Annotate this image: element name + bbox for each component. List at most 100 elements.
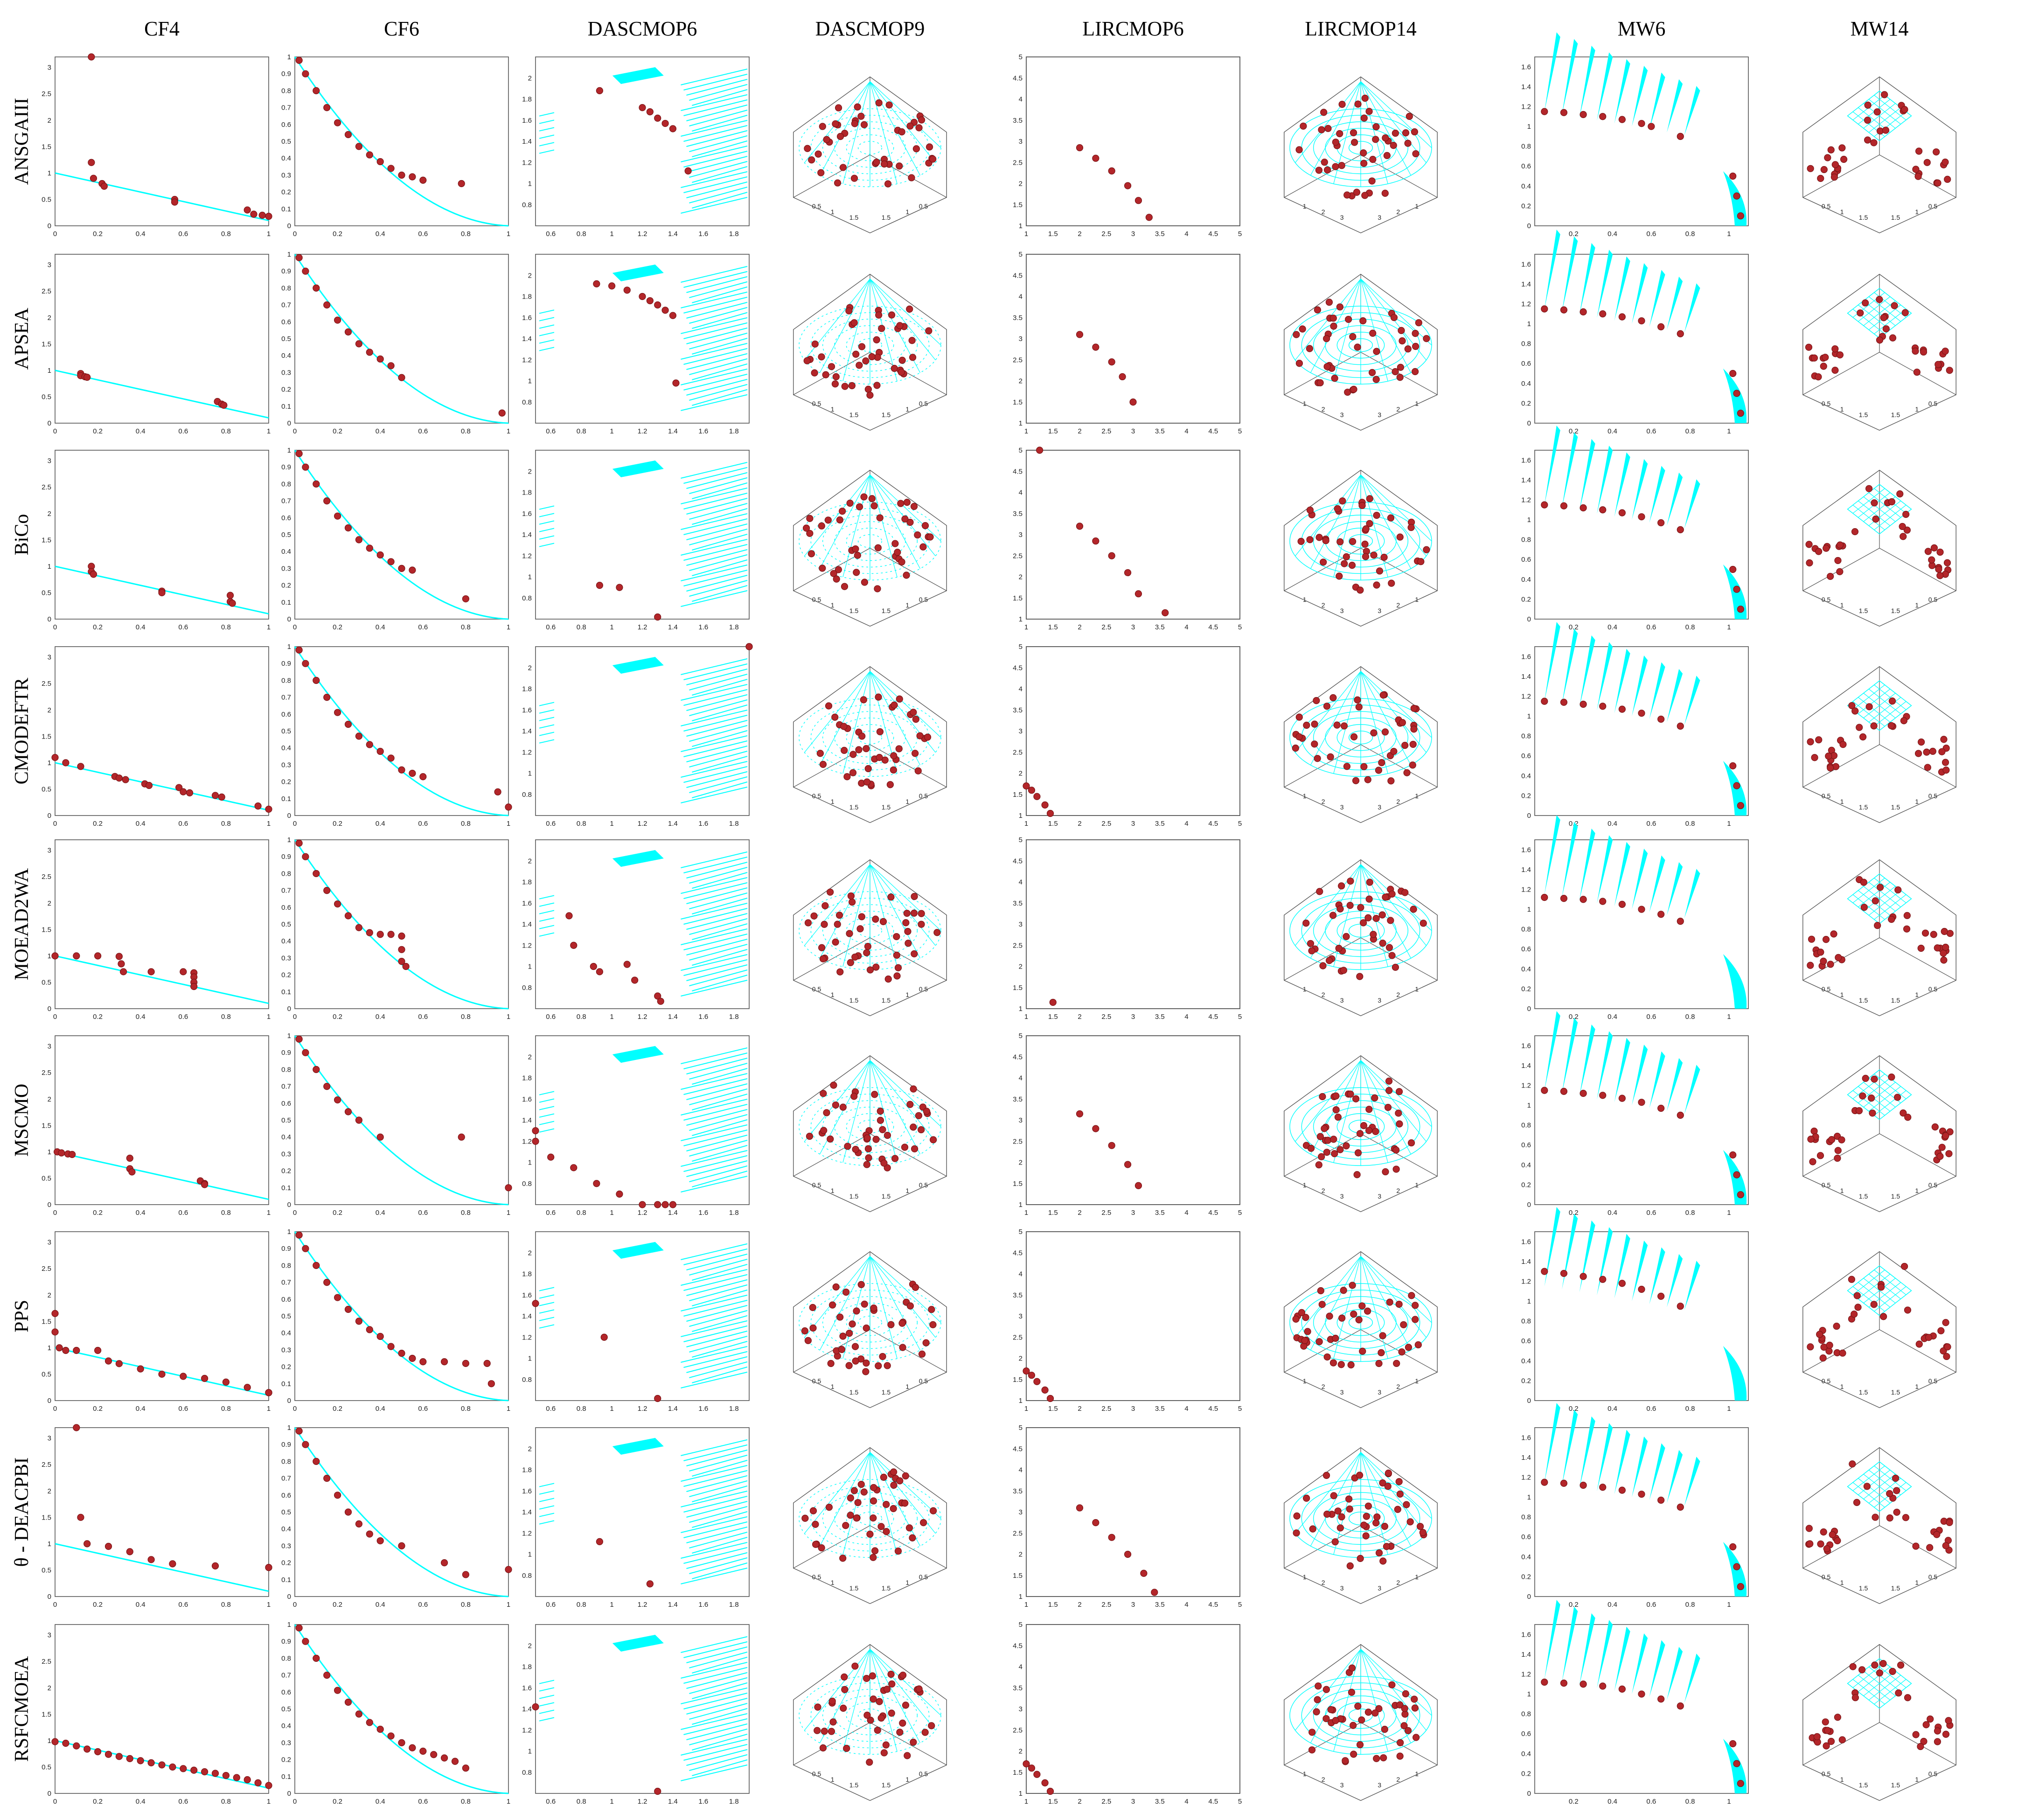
data-point xyxy=(73,1424,80,1431)
y-tick-label: 1 xyxy=(528,770,532,778)
front-mesh xyxy=(1874,1286,1907,1312)
front-mesh xyxy=(1360,474,1427,557)
row-title: MOEAD2WA xyxy=(11,868,33,980)
feasible-patch xyxy=(612,460,664,477)
data-point xyxy=(836,968,844,976)
data-point xyxy=(233,1774,240,1781)
front-mesh xyxy=(1874,894,1907,920)
data-point xyxy=(1817,174,1824,182)
y-tick-label: 1.4 xyxy=(522,1312,532,1320)
data-point xyxy=(1295,713,1303,721)
panel-mw6-2: 0.2 0.4 0.6 0.8 100.20.40.60.811.21.41.6 xyxy=(1521,425,1749,631)
y-tick-label: 0.7 xyxy=(281,1475,291,1483)
feasible-fan xyxy=(1649,270,1665,327)
data-point xyxy=(654,992,661,1000)
x-tick-label: 0.8 xyxy=(461,1601,471,1609)
x-tick-label: 0.6 xyxy=(178,1601,188,1609)
feasible-fan xyxy=(1562,628,1578,704)
axis-tick-label: 1 xyxy=(1415,985,1419,993)
data-point xyxy=(1889,334,1897,342)
feasible-segment xyxy=(689,1361,748,1378)
data-point xyxy=(1092,1125,1099,1132)
data-point xyxy=(866,966,874,974)
data-point xyxy=(1145,214,1153,221)
axis-tick-label: 1 xyxy=(1915,1579,1919,1586)
data-point xyxy=(1360,1122,1368,1130)
data-point xyxy=(1945,1150,1953,1158)
feasible-fan xyxy=(1562,39,1578,115)
y-tick-label: 0.4 xyxy=(281,548,291,556)
y-tick-label: 0.4 xyxy=(1521,772,1531,780)
panel-cf4-5: 0 0.2 0.4 0.6 0.8 100.511.522.53 xyxy=(42,1035,271,1217)
plot-frame xyxy=(1026,1035,1240,1205)
front-mesh xyxy=(1847,1658,1912,1709)
data-point xyxy=(1733,782,1740,789)
y-tick-label: 1 xyxy=(1019,1790,1023,1798)
data-point xyxy=(894,1547,902,1555)
x-tick-label: 1.5 xyxy=(1048,1013,1058,1021)
data-point xyxy=(1737,802,1744,809)
feasible-segment xyxy=(686,1475,748,1492)
data-point xyxy=(1805,541,1813,548)
row-title: ANSGAIII xyxy=(11,98,33,185)
plot-frame xyxy=(1026,1624,1240,1794)
data-point xyxy=(804,145,811,152)
data-point xyxy=(201,1768,209,1776)
y-tick-label: 0.2 xyxy=(1521,595,1531,603)
data-point xyxy=(1293,331,1300,338)
data-point xyxy=(1383,152,1391,159)
y-tick-label: 1.2 xyxy=(522,941,532,949)
x-tick-label: 1.6 xyxy=(698,1798,708,1806)
data-point xyxy=(419,1747,427,1755)
x-tick-label: 1.4 xyxy=(668,1405,678,1413)
data-point xyxy=(820,1090,827,1097)
x-tick-label: 0 xyxy=(293,1601,297,1609)
data-point xyxy=(1648,123,1655,130)
data-point xyxy=(1384,1104,1392,1111)
data-point xyxy=(1828,1136,1836,1144)
feasible-segment xyxy=(539,513,555,517)
axis-tick-label: 0.5 xyxy=(1928,792,1938,800)
y-tick-label: 0.8 xyxy=(281,480,291,488)
feasible-segment xyxy=(683,1300,748,1317)
data-point xyxy=(849,898,856,906)
data-point xyxy=(1677,722,1684,730)
data-point xyxy=(334,1687,341,1694)
data-point xyxy=(654,114,661,122)
x-tick-label: 1 xyxy=(610,1013,613,1021)
x-tick-label: 0.6 xyxy=(546,1209,556,1217)
feasible-segment xyxy=(689,554,748,571)
data-point xyxy=(905,940,912,947)
x-tick-label: 0.2 xyxy=(333,1601,342,1609)
x-tick-label: 0.6 xyxy=(178,820,188,828)
data-point xyxy=(870,1304,877,1312)
y-tick-label: 0 xyxy=(1527,1593,1531,1601)
axis-tick-label: 1 xyxy=(1415,1573,1419,1581)
data-point xyxy=(903,572,910,579)
y-tick-label: 0 xyxy=(48,1790,51,1798)
data-point xyxy=(875,693,882,701)
data-point xyxy=(840,723,848,730)
data-point xyxy=(1076,1110,1084,1118)
y-tick-label: 0.8 xyxy=(281,1262,291,1269)
y-tick-label: 1.4 xyxy=(522,138,532,146)
x-tick-label: 1.8 xyxy=(729,1209,739,1217)
axis-tick-label: 1 xyxy=(1303,985,1307,993)
data-point xyxy=(1855,1107,1863,1115)
data-point xyxy=(302,463,309,471)
data-point xyxy=(831,380,839,388)
data-point xyxy=(1599,310,1607,318)
y-tick-label: 4.5 xyxy=(1013,664,1023,672)
data-point xyxy=(1379,1479,1386,1487)
data-point xyxy=(915,1112,923,1119)
column-title: MW14 xyxy=(1851,17,1909,40)
x-tick-label: 0.8 xyxy=(577,1798,586,1806)
x-tick-label: 1.5 xyxy=(1048,1798,1058,1806)
data-point xyxy=(1357,586,1364,594)
column-title: MW6 xyxy=(1618,17,1666,40)
axis-tick-label: 3 xyxy=(1378,1781,1381,1789)
row-title: θ - DEACPBI xyxy=(11,1457,33,1567)
data-point xyxy=(1541,697,1548,705)
data-point xyxy=(387,165,395,172)
feasible-fan xyxy=(1667,862,1683,915)
